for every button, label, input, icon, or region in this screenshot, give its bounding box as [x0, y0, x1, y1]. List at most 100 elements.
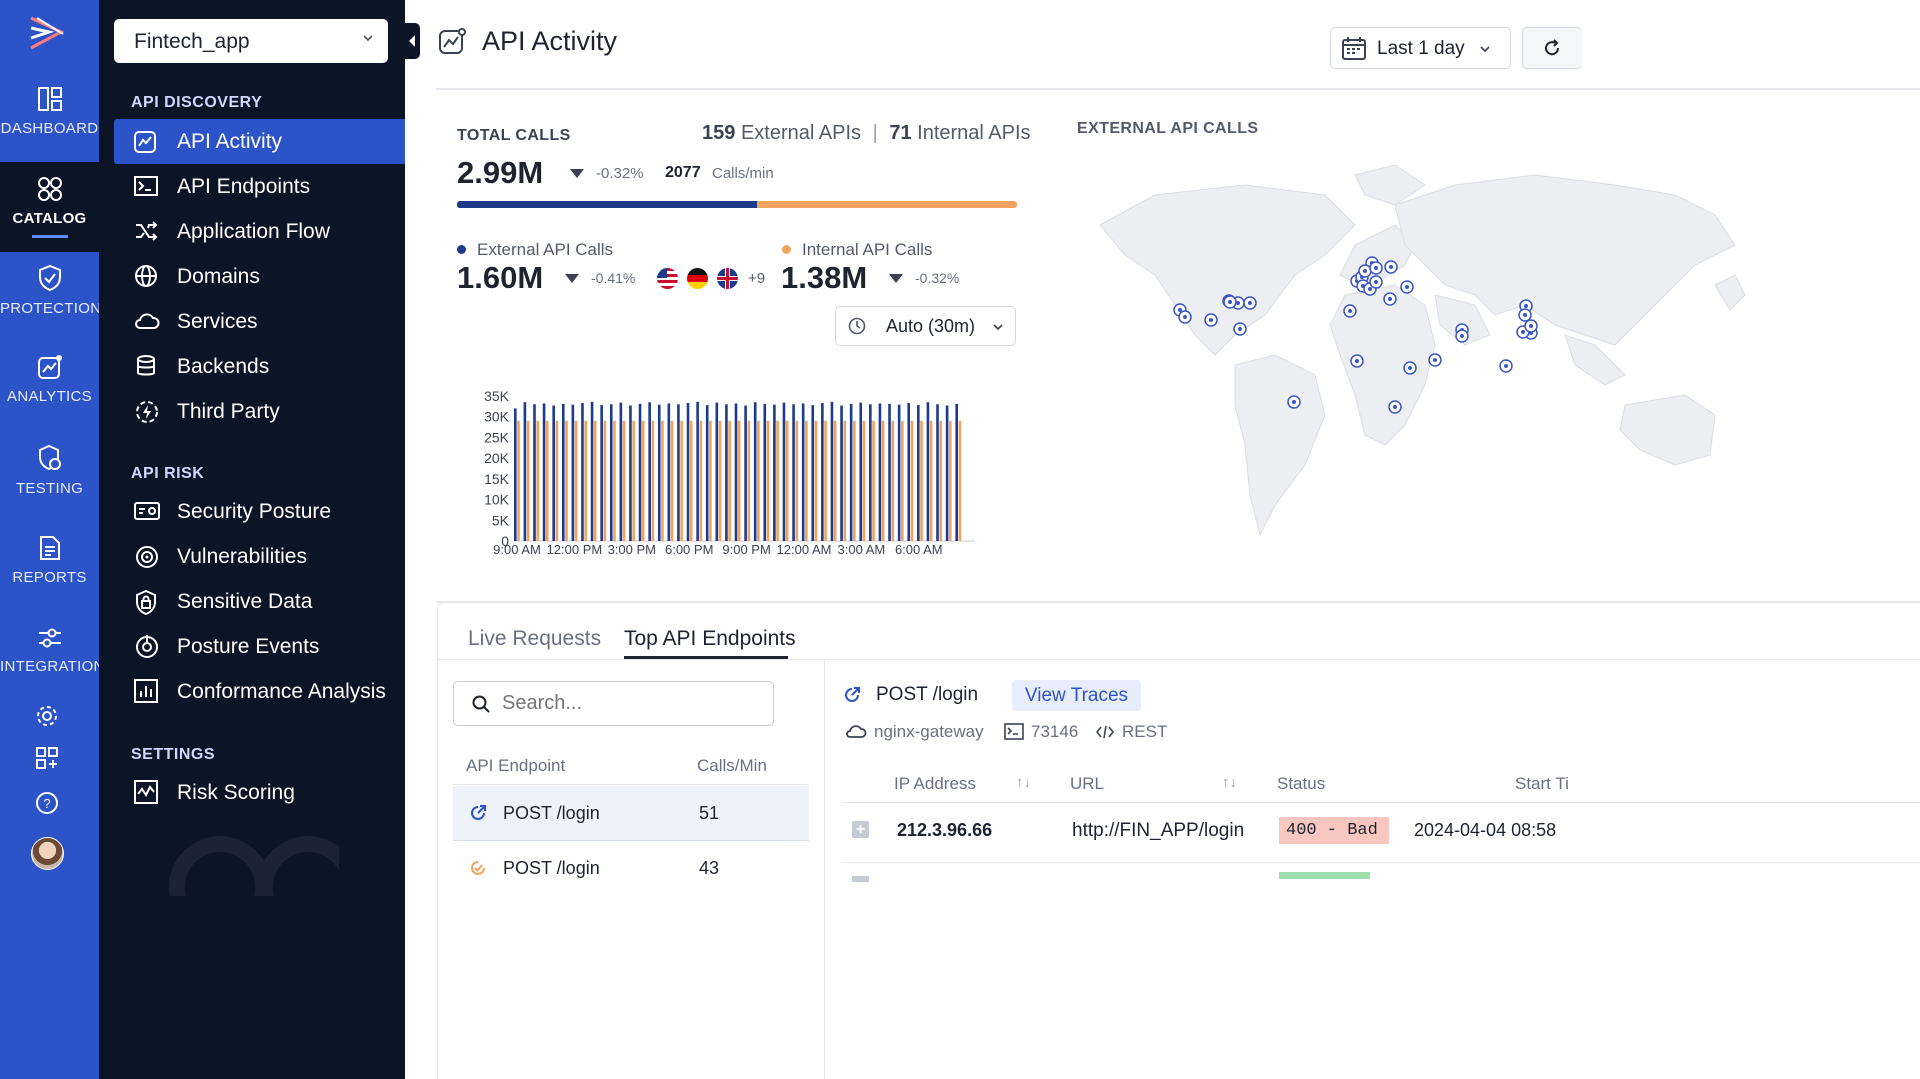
view-traces-button[interactable]: View Traces [1012, 680, 1141, 711]
bar-internal [929, 420, 933, 541]
brand-logo[interactable] [27, 14, 67, 54]
bar-external [945, 405, 949, 541]
sidebar-item-domains[interactable]: Domains [114, 254, 405, 299]
avatar[interactable] [31, 837, 64, 870]
bar-external [648, 402, 651, 541]
cloud-icon [135, 313, 160, 329]
app-select[interactable]: Fintech_app [114, 19, 388, 63]
column-header-calls[interactable]: Calls/Min [697, 756, 767, 775]
sidebar-collapse-button[interactable] [405, 23, 420, 59]
sidebar-item-third-party[interactable]: Third Party [114, 389, 405, 434]
column-header-url[interactable]: URL [1070, 774, 1105, 793]
bar-external [849, 403, 853, 541]
api-location-dot [1238, 327, 1242, 331]
bar-internal [603, 420, 607, 541]
rail-item-dashboard[interactable]: DASHBOARD [0, 82, 99, 172]
sidebar-item-posture-events[interactable]: Posture Events [114, 624, 405, 669]
sidebar-item-api-activity[interactable]: API Activity [114, 119, 405, 164]
rail-item-testing[interactable]: TESTING [0, 444, 99, 534]
rail-label: CATALOG [12, 210, 87, 227]
bar-internal [574, 420, 578, 541]
bar-internal [843, 420, 847, 541]
bar-external [773, 404, 776, 541]
column-header-ip[interactable]: IP Address [894, 774, 976, 793]
rail-label: PROTECTION [0, 300, 102, 317]
bar-internal [632, 420, 635, 541]
sidebar-item-vulnerabilities[interactable]: Vulnerabilities [114, 534, 405, 579]
detail-protocol: REST [1122, 722, 1168, 741]
time-range-select[interactable]: Last 1 day [1330, 27, 1511, 69]
internal-calls-delta: -0.32% [915, 270, 960, 286]
refresh-button[interactable] [1522, 27, 1582, 69]
column-header-endpoint[interactable]: API Endpoint [466, 756, 566, 775]
total-calls-value: 2.99M [457, 155, 544, 190]
sidebar-item-label: Application Flow [177, 220, 330, 243]
map-landmass [1434, 294, 1491, 346]
sidebar-item-services[interactable]: Services [114, 299, 405, 344]
bar-internal [555, 420, 559, 541]
search-input[interactable] [500, 691, 764, 716]
sidebar-item-application-flow[interactable]: Application Flow [114, 209, 405, 254]
bar-internal [833, 420, 837, 541]
search-box[interactable] [453, 681, 774, 726]
bar-internal [680, 420, 683, 541]
endpoint-name: POST /login [503, 858, 600, 878]
bar-internal [699, 420, 703, 541]
detail-service: nginx-gateway [874, 722, 984, 741]
apps-icon[interactable] [35, 746, 59, 775]
sidebar-item-conformance-analysis[interactable]: Conformance Analysis [114, 669, 405, 714]
cloud-icon [846, 725, 867, 738]
sidebar-item-risk-scoring[interactable]: Risk Scoring [114, 770, 405, 815]
sort-icon[interactable]: ↑↓ [1222, 774, 1237, 791]
map-landmass [1329, 284, 1436, 446]
tab-live-requests[interactable]: Live Requests [468, 627, 602, 650]
sidebar-item-sensitive-data[interactable]: Sensitive Data [114, 579, 405, 624]
bar-internal [881, 420, 885, 541]
bar-external [811, 405, 815, 541]
internal-calls-value: 1.38M [781, 260, 868, 295]
api-location-dot [1523, 313, 1527, 317]
column-header-status[interactable]: Status [1277, 774, 1326, 793]
external-link-icon [845, 687, 860, 702]
external-share-bar [457, 201, 758, 208]
sort-icon[interactable]: ↑↓ [1016, 774, 1031, 791]
bar-internal [795, 420, 799, 541]
rail-item-reports[interactable]: REPORTS [0, 535, 99, 625]
page-title-icon [438, 27, 466, 60]
lock-shield-icon [136, 589, 156, 615]
rail-item-integrations[interactable]: INTEGRATIONS [0, 626, 115, 716]
x-tick-label: 6:00 AM [895, 542, 943, 557]
calls-per-min-value: 2077 [665, 164, 701, 181]
sidebar-item-api-endpoints[interactable]: API Endpoints [114, 164, 405, 209]
api-location-dot [1368, 287, 1372, 291]
rail-item-protection[interactable]: PROTECTION [0, 264, 102, 354]
list-item[interactable]: POST /login 51 [453, 786, 809, 841]
help-icon[interactable]: ? [35, 791, 59, 820]
gear-icon[interactable] [35, 704, 59, 733]
bar-external [590, 401, 594, 541]
rail-label: TESTING [15, 480, 84, 497]
bar-external [552, 405, 555, 541]
dashboard-icon [37, 87, 62, 111]
interval-select[interactable]: Auto (30m) [835, 306, 1016, 346]
rail-item-analytics[interactable]: ANALYTICS [0, 354, 99, 444]
detail-port: 73146 [1031, 722, 1079, 741]
bar-external [533, 404, 536, 541]
bar-internal [776, 420, 779, 541]
pulse-chart-icon [134, 780, 158, 804]
sidebar-item-security-posture[interactable]: Security Posture [114, 489, 405, 534]
column-header-start-time[interactable]: Start Ti [1515, 774, 1569, 793]
world-map[interactable] [1095, 165, 1920, 570]
bar-external [686, 403, 690, 541]
expand-row-icon[interactable]: + [852, 821, 869, 838]
rail-item-catalog[interactable]: CATALOG [0, 162, 99, 252]
endpoint-name: POST /login [503, 803, 600, 823]
x-tick-label: 12:00 PM [547, 542, 603, 557]
row-placeholder-gray [852, 876, 869, 882]
api-location-dot [1408, 366, 1412, 370]
sidebar-item-backends[interactable]: Backends [114, 344, 405, 389]
tab-top-api-endpoints[interactable]: Top API Endpoints [624, 627, 796, 650]
api-location-dot [1433, 358, 1437, 362]
list-item[interactable]: POST /login 43 [453, 841, 809, 895]
map-landmass [1714, 274, 1746, 311]
